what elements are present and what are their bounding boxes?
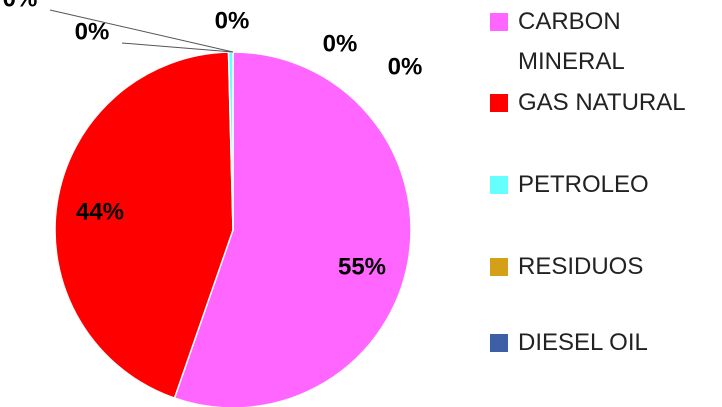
legend-swatch — [490, 334, 508, 352]
data-label: 0% — [3, 0, 38, 12]
legend-entry: RESIDUOS — [490, 247, 715, 287]
legend-label: DIESEL OIL — [518, 329, 648, 356]
data-label: 0% — [323, 30, 358, 57]
legend-entry: CARBON MINERAL — [490, 2, 715, 82]
legend-entry: GAS NATURAL — [490, 83, 715, 123]
leader-line — [49, 9, 234, 53]
data-label: 55% — [338, 253, 386, 280]
data-label: 44% — [76, 198, 124, 225]
pie-slice — [54, 51, 234, 400]
legend-swatch — [490, 94, 508, 112]
legend-swatch — [490, 258, 508, 276]
data-label: 0% — [75, 18, 110, 45]
legend-label: RESIDUOS — [518, 253, 644, 280]
legend-label: PETROLEO — [518, 171, 649, 198]
legend-label: GAS NATURAL — [518, 89, 686, 116]
legend-swatch — [490, 176, 508, 194]
legend-label: CARBON MINERAL — [518, 8, 625, 75]
data-label: 0% — [215, 7, 250, 34]
leader-line — [121, 42, 234, 53]
legend-entry: PETROLEO — [490, 165, 715, 205]
legend-entry: DIESEL OIL — [490, 323, 715, 363]
legend-swatch — [490, 13, 508, 31]
data-label: 0% — [388, 53, 423, 80]
